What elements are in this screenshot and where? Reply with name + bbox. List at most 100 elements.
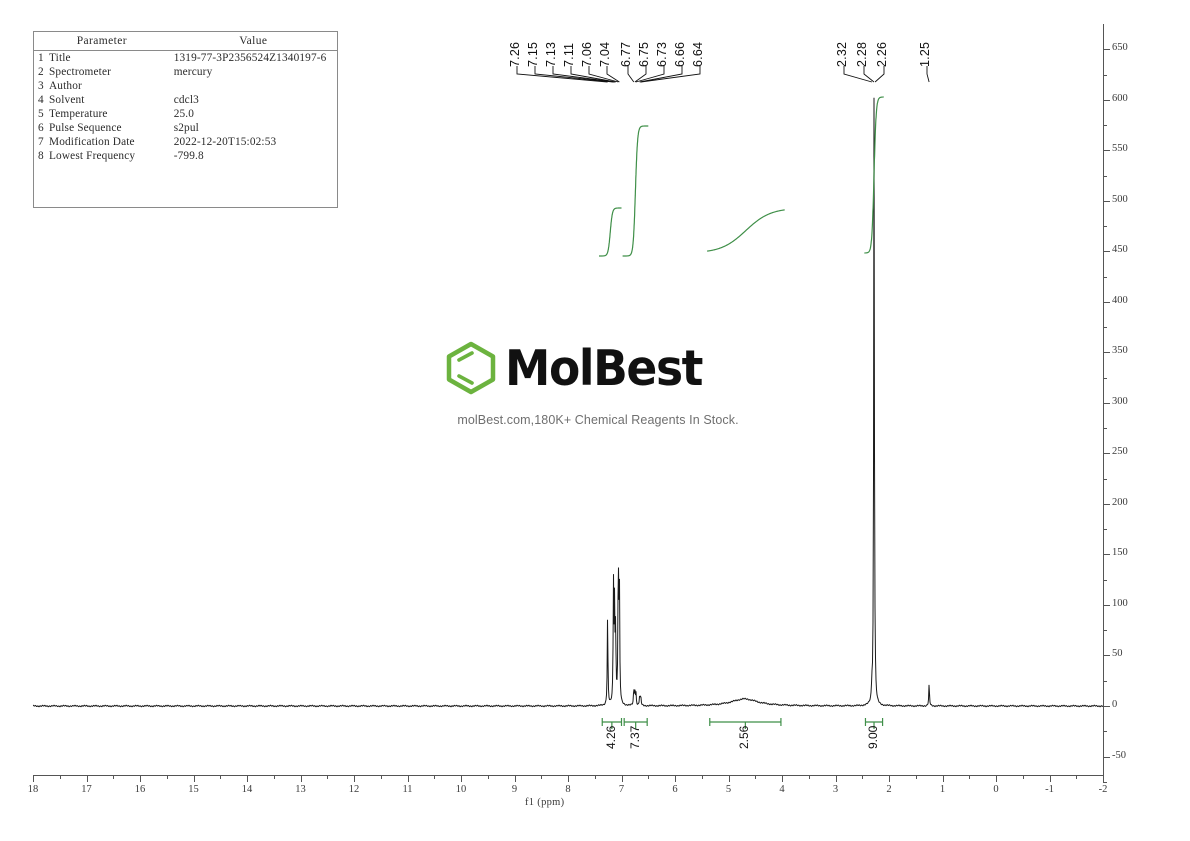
x-axis-minor-tick	[594, 775, 596, 779]
y-axis-tick	[1103, 655, 1110, 657]
peak-label-leader	[516, 66, 608, 83]
x-axis-tick	[942, 775, 944, 782]
parameter-row: 8 Lowest Frequency -799.8	[34, 149, 337, 163]
x-axis-tick	[1103, 775, 1104, 782]
y-axis-minor-tick	[1103, 630, 1107, 632]
y-axis-tick-label: 600	[1112, 92, 1128, 104]
y-axis-minor-tick	[1103, 428, 1107, 430]
x-axis-tick-label: 18	[27, 784, 39, 795]
y-axis-tick-label: 50	[1112, 648, 1123, 660]
x-axis-minor-tick	[273, 775, 275, 779]
parameter-row-value: 25.0	[173, 108, 195, 120]
y-axis-tick	[1103, 706, 1110, 707]
x-axis-tick-label: 14	[241, 784, 253, 795]
peak-label-leader	[640, 66, 701, 83]
peak-label-leader	[874, 66, 885, 83]
peak-label-leader	[635, 66, 665, 83]
y-axis-tick	[1103, 453, 1110, 455]
parameter-table: Parameter Value 1 Title 1319-77-3P2356524Z…	[33, 31, 338, 208]
y-axis-minor-tick	[1103, 175, 1107, 177]
parameter-row: 2 Spectrometer mercury	[34, 65, 337, 79]
y-axis-minor-tick	[1103, 680, 1107, 682]
x-axis-tick	[996, 775, 997, 782]
x-axis-minor-tick	[434, 775, 436, 779]
peak-label: 7.13	[544, 41, 558, 67]
peak-label-leader	[606, 66, 620, 83]
y-axis-tick	[1103, 402, 1110, 404]
peak-label: 7.11	[562, 42, 576, 67]
peak-label: 2.28	[855, 41, 869, 67]
y-axis-minor-tick	[1103, 125, 1107, 127]
x-axis-tick	[33, 775, 34, 782]
y-axis-minor-tick	[1103, 327, 1107, 329]
integral-value-label: 4.26	[603, 725, 618, 749]
y-axis-minor-tick	[1103, 276, 1107, 278]
parameter-row: 7 Modification Date 2022-12-20T15:02:53	[34, 135, 337, 149]
x-axis-minor-tick	[113, 775, 115, 779]
x-axis-tick-label: 15	[188, 784, 199, 795]
x-axis-tick-label: 8	[565, 784, 571, 795]
y-axis-line	[1103, 24, 1104, 776]
y-axis-tick-label: 650	[1112, 42, 1128, 54]
y-axis-tick-label: 150	[1112, 547, 1128, 559]
logo-wordmark: MolBest	[505, 339, 703, 397]
value-column-header: Value	[169, 32, 337, 51]
x-axis-tick-label: 2	[886, 784, 892, 795]
parameter-row-key: Temperature	[49, 108, 108, 120]
x-axis-minor-tick	[380, 775, 382, 779]
hexagon-logo-icon	[443, 340, 499, 396]
x-axis-tick-label: 10	[455, 784, 467, 795]
parameter-row-value: 2022-12-20T15:02:53	[173, 136, 277, 148]
parameter-row-key: Modification Date	[49, 136, 135, 148]
y-axis-minor-tick	[1103, 731, 1107, 733]
y-axis-tick-label: 450	[1112, 244, 1128, 256]
x-axis-title: f1 (ppm)	[525, 797, 565, 808]
x-axis-minor-tick	[969, 775, 971, 779]
y-axis-tick	[1103, 99, 1110, 101]
x-axis-tick-label: 5	[725, 784, 732, 795]
y-axis-tick	[1103, 554, 1110, 556]
x-axis-minor-tick	[701, 775, 703, 779]
parameter-row-key: Solvent	[49, 94, 85, 106]
x-axis-minor-tick	[755, 775, 757, 779]
integral-value-label: 7.37	[627, 725, 642, 749]
peak-label: 6.66	[673, 41, 687, 67]
parameter-table-body: 1 Title 1319-77-3P2356524Z1340197-6 2 Spectr…	[34, 51, 337, 164]
x-axis-tick-label: 7	[618, 784, 625, 795]
peak-label-leader	[534, 66, 614, 83]
x-axis-tick	[675, 775, 676, 782]
parameter-row-key: Title	[49, 52, 71, 64]
peak-label: 7.15	[526, 41, 540, 67]
x-axis-tick	[782, 775, 783, 782]
integral-value-label: 2.56	[737, 725, 752, 749]
parameter-row: 4 Solvent cdcl3	[34, 93, 337, 107]
peak-label: 6.75	[637, 41, 651, 67]
integral-curves	[599, 96, 884, 257]
y-axis-tick	[1103, 756, 1110, 758]
x-axis-tick	[86, 775, 88, 782]
y-axis-minor-tick	[1103, 781, 1107, 783]
x-axis-tick	[835, 775, 837, 782]
x-axis-minor-tick	[327, 775, 329, 779]
x-axis-tick-label: 13	[295, 784, 306, 795]
y-axis-tick	[1103, 503, 1110, 505]
x-axis-minor-tick	[808, 775, 810, 779]
y-axis-tick-label: 300	[1112, 395, 1128, 407]
parameter-row-value: cdcl3	[173, 94, 199, 106]
x-axis-tick-label: 0	[993, 784, 999, 795]
peak-label: 7.04	[598, 41, 612, 67]
y-axis-minor-tick	[1103, 529, 1107, 531]
peak-label: 2.32	[835, 41, 849, 67]
parameter-row: 1 Title 1319-77-3P2356524Z1340197-6	[34, 51, 337, 66]
parameter-row-index: 6	[38, 122, 44, 134]
peak-label-leader	[552, 66, 615, 83]
peak-label: 7.06	[580, 41, 594, 67]
y-axis-tick	[1103, 200, 1110, 202]
parameter-row-index: 1	[38, 52, 44, 64]
y-axis-tick	[1103, 49, 1110, 51]
parameter-row: 3 Author	[34, 79, 337, 93]
x-axis-minor-tick	[915, 775, 917, 779]
y-axis-tick	[1103, 301, 1110, 303]
parameter-row-key: Pulse Sequence	[49, 122, 122, 134]
parameter-row-index: 4	[38, 94, 44, 106]
